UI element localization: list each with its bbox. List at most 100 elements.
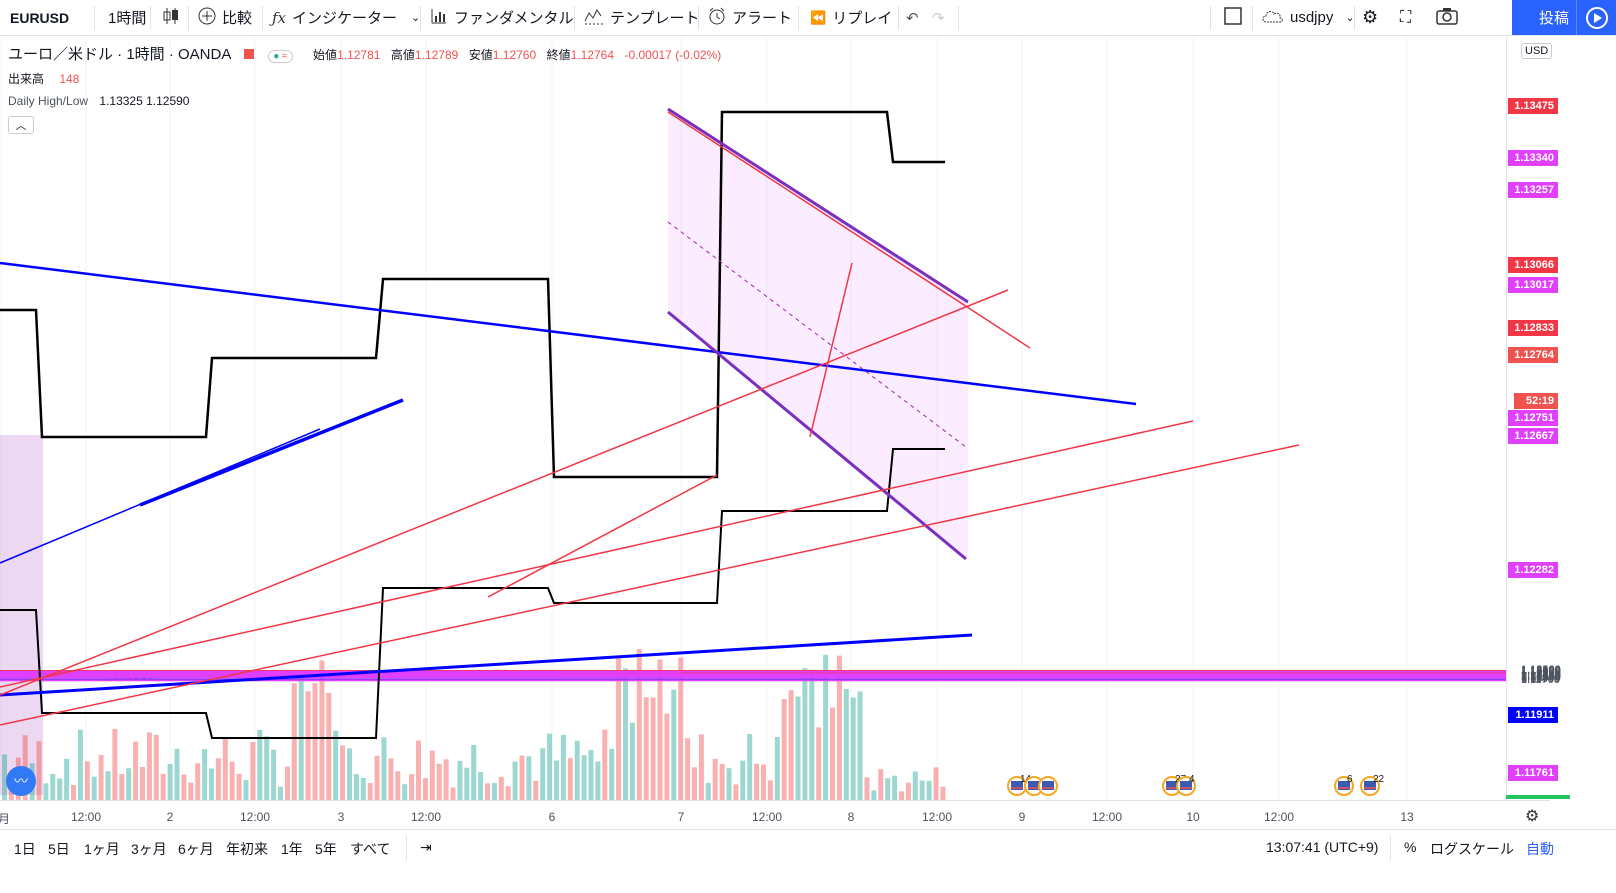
volume-bar: [940, 786, 946, 800]
range-5d-button[interactable]: 5日: [48, 841, 70, 857]
fullscreen-button[interactable]: ⛶: [1400, 0, 1411, 35]
price-axis-label: 1.13340: [1508, 150, 1558, 166]
price-chart[interactable]: 14 2 7 4 6 22: [0, 37, 1550, 828]
volume-bar: [126, 768, 132, 800]
volume-bar: [250, 742, 256, 800]
collapse-legend-button[interactable]: ︿: [8, 116, 34, 134]
settings-button[interactable]: ⚙: [1362, 0, 1378, 35]
volume-bar: [71, 784, 76, 800]
price-tick-label: 1.13200: [1521, 665, 1561, 678]
volume-bar: [395, 771, 401, 800]
volume-bar: [174, 748, 180, 800]
volume-bar: [899, 791, 904, 800]
volume-bar: [416, 740, 421, 800]
volume-bar: [692, 767, 697, 800]
indicators-button[interactable]: ƒx インジケーター ⌄: [272, 0, 420, 35]
undo-icon: ↶: [906, 9, 919, 27]
purple-channel-line: [667, 107, 969, 304]
price-tick-label: 1.13100: [1521, 665, 1561, 678]
redo-button[interactable]: ↷: [932, 0, 945, 35]
divider: [798, 6, 799, 30]
chart-settings-gear-icon[interactable]: ⚙: [1525, 808, 1540, 825]
time-tick-label: 13: [1400, 810, 1414, 824]
chart-style-button[interactable]: [162, 0, 180, 35]
session-badge[interactable]: ● ≈: [268, 50, 293, 63]
volume-bar: [57, 778, 63, 800]
volume-bar: [229, 761, 235, 800]
symbol-search-button[interactable]: EURUSD: [10, 9, 70, 26]
volume-legend[interactable]: 出来高 148: [8, 70, 79, 87]
volume-bar: [429, 750, 435, 800]
volume-bar: [781, 699, 787, 800]
ohlc-change: -0.00017 (-0.02%): [624, 48, 722, 62]
divider: [94, 6, 95, 30]
volume-bar: [112, 728, 118, 800]
currency-badge[interactable]: USD: [1521, 43, 1553, 59]
log-scale-toggle[interactable]: ログスケール: [1430, 841, 1514, 857]
price-axis-label: 1.12751: [1508, 410, 1558, 426]
symbol-title: ユーロ／米ドル · 1時間 · OANDA: [8, 46, 232, 63]
volume-bar: [43, 783, 49, 800]
chart-pane[interactable]: 14 2 7 4 6 22: [0, 37, 1550, 828]
alert-button[interactable]: アラート: [708, 0, 792, 35]
price-tick-label: 1.13300: [1521, 664, 1561, 677]
volume-bar: [761, 764, 766, 800]
volume-bar: [809, 675, 815, 800]
volume-bar: [581, 755, 587, 800]
volume-bar: [554, 760, 559, 800]
undo-button[interactable]: ↶: [906, 0, 919, 35]
volume-bar: [712, 758, 718, 800]
fullscreen-layout-button[interactable]: [1224, 0, 1242, 35]
templates-button[interactable]: テンプレート: [584, 0, 700, 35]
time-scale[interactable]: 月 12:00 2 12:00 3 12:00 6 7 12:00 8 12:00 9 12:00 10 1…: [0, 800, 1550, 828]
fundamentals-button[interactable]: ファンダメンタル: [430, 0, 574, 35]
price-scale[interactable]: 1.13500 1.13400 1.13300 1.13200 1.13100 1.129…: [1506, 37, 1616, 828]
volume-bar: [602, 729, 608, 800]
replay-button[interactable]: ⏪ リプレイ: [810, 0, 892, 35]
snapshot-button[interactable]: [1436, 0, 1458, 35]
goto-date-button[interactable]: ⇥: [420, 839, 432, 856]
range-1y-button[interactable]: 1年: [281, 841, 303, 857]
range-ytd-button[interactable]: 年初来: [226, 841, 268, 857]
publish-menu-button[interactable]: [1576, 0, 1616, 35]
interval-button[interactable]: 1時間: [108, 10, 147, 27]
auto-scale-toggle[interactable]: 自動: [1526, 841, 1554, 857]
compare-button[interactable]: 比較: [198, 0, 252, 35]
ohlc-high-label: 高値: [390, 48, 415, 62]
alert-label: アラート: [732, 10, 793, 27]
volume-bar: [754, 763, 760, 800]
volume-bar: [788, 690, 794, 800]
time-tick-label: 月: [0, 812, 11, 826]
volume-bar: [533, 780, 539, 800]
volume-bar: [84, 761, 90, 800]
chevron-down-icon: ⌄: [411, 12, 421, 24]
layout-menu-button[interactable]: usdjpy ⌄: [1262, 0, 1355, 35]
volume-bar: [816, 727, 822, 800]
volume-bar: [685, 738, 691, 800]
price-tick-label: 1.12600: [1521, 668, 1561, 681]
daily-high-low-legend[interactable]: Daily High/Low 1.13325 1.12590: [8, 94, 189, 108]
price-axis-label: 1.13017: [1508, 277, 1558, 293]
percent-scale-toggle[interactable]: %: [1404, 839, 1417, 855]
range-6m-button[interactable]: 6ヶ月: [178, 841, 214, 857]
volume-bar: [919, 780, 925, 800]
clock-timezone[interactable]: 13:07:41 (UTC+9): [1266, 839, 1379, 855]
market-status-icon: [243, 49, 254, 59]
volume-value: 148: [59, 72, 80, 86]
tradingview-logo-icon[interactable]: 〰: [6, 766, 36, 796]
us-flag-icon: [1042, 781, 1054, 790]
range-all-button[interactable]: すべて: [350, 841, 391, 857]
volume-bar: [374, 755, 380, 800]
volume-bar: [560, 734, 566, 800]
volume-bar: [140, 766, 145, 800]
volume-bar: [671, 689, 677, 800]
range-3m-button[interactable]: 3ヶ月: [131, 841, 167, 857]
red-trendline: [809, 262, 853, 438]
dhl-values: 1.13325 1.12590: [99, 94, 190, 108]
price-axis-label: 1.12282: [1508, 562, 1558, 578]
us-flag-icon: [1180, 781, 1192, 790]
range-5y-button[interactable]: 5年: [315, 841, 337, 857]
range-1d-button[interactable]: 1日: [14, 841, 36, 857]
range-1m-button[interactable]: 1ヶ月: [84, 841, 120, 857]
